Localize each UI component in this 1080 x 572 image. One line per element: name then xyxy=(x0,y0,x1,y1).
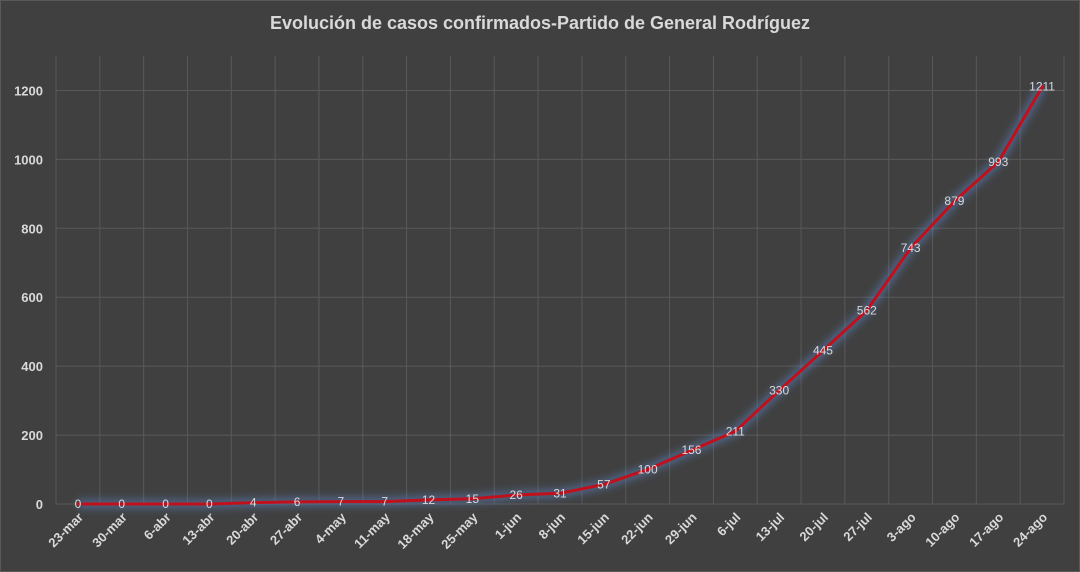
series-glow xyxy=(77,84,1046,509)
x-tick-label: 22-jun xyxy=(618,509,656,547)
x-tick-label: 8-jun xyxy=(536,509,569,542)
x-tick-label: 30-mar xyxy=(89,510,130,551)
data-label: 4 xyxy=(250,496,257,510)
data-label: 445 xyxy=(813,344,833,358)
data-label: 211 xyxy=(726,424,745,438)
x-tick-label: 27-jul xyxy=(840,510,875,545)
x-tick-label: 18-may xyxy=(394,509,437,552)
y-tick-label: 1000 xyxy=(14,152,43,167)
data-label: 0 xyxy=(118,497,125,511)
x-tick-label: 27-abr xyxy=(267,510,305,548)
data-label: 7 xyxy=(338,495,345,509)
x-tick-label: 13-abr xyxy=(179,510,217,548)
x-tick-label: 29-jun xyxy=(662,509,700,547)
chart-title: Evolución de casos confirmados-Partido d… xyxy=(269,13,811,33)
data-point xyxy=(339,500,343,504)
data-label: 26 xyxy=(509,488,523,502)
y-tick-label: 1200 xyxy=(14,83,43,98)
data-point xyxy=(470,497,474,501)
data-point xyxy=(295,500,299,504)
data-label: 57 xyxy=(597,477,611,491)
x-tick-label: 6-jul xyxy=(714,510,744,540)
data-point xyxy=(558,491,562,495)
y-tick-label: 800 xyxy=(21,221,43,236)
data-point xyxy=(777,388,781,392)
data-label: 100 xyxy=(638,463,658,477)
y-tick-label: 600 xyxy=(21,290,43,305)
x-tick-label: 11-may xyxy=(351,509,393,551)
data-label: 7 xyxy=(381,495,388,509)
data-label: 0 xyxy=(75,497,82,511)
data-point xyxy=(996,160,1000,164)
data-label: 156 xyxy=(681,443,701,457)
x-tick-label: 4-may xyxy=(312,509,350,547)
y-tick-label: 0 xyxy=(36,497,43,512)
x-tick-label: 25-may xyxy=(438,509,481,552)
data-point xyxy=(602,482,606,486)
x-tick-label: 24-ago xyxy=(1010,509,1050,549)
data-point xyxy=(207,502,211,506)
data-label: 6 xyxy=(294,495,301,509)
series-line xyxy=(76,85,1044,506)
data-point xyxy=(514,493,518,497)
data-point xyxy=(646,468,650,472)
data-label: 0 xyxy=(206,497,213,511)
data-label: 15 xyxy=(466,492,480,506)
x-tick-label: 10-ago xyxy=(922,509,962,549)
data-label: 1211 xyxy=(1029,80,1055,94)
x-tick-label: 15-jun xyxy=(574,509,612,547)
data-label: 743 xyxy=(901,241,921,255)
y-tick-label: 200 xyxy=(21,428,43,443)
data-label: 993 xyxy=(988,155,1008,169)
data-point xyxy=(383,500,387,504)
data-label: 12 xyxy=(422,493,436,507)
x-tick-label: 6-abr xyxy=(141,510,174,543)
data-label: 31 xyxy=(553,486,567,500)
x-tick-label: 17-ago xyxy=(966,509,1006,549)
data-point xyxy=(164,502,168,506)
data-label: 330 xyxy=(769,383,789,397)
data-label: 562 xyxy=(857,303,877,317)
x-tick-label: 20-abr xyxy=(223,510,261,548)
data-point xyxy=(120,502,124,506)
x-tick-label: 3-ago xyxy=(884,509,919,544)
data-label: 0 xyxy=(162,497,169,511)
x-tick-label: 1-jun xyxy=(492,509,525,542)
data-point xyxy=(427,498,431,502)
x-tick-label: 23-mar xyxy=(45,510,86,551)
data-point xyxy=(952,199,956,203)
data-label: 879 xyxy=(944,194,964,208)
data-point xyxy=(76,502,80,506)
data-point xyxy=(1040,85,1044,89)
y-tick-label: 400 xyxy=(21,359,43,374)
data-point xyxy=(689,448,693,452)
x-tick-label: 20-jul xyxy=(796,510,831,545)
data-point xyxy=(251,501,255,505)
data-point xyxy=(821,349,825,353)
data-point xyxy=(909,246,913,250)
x-tick-label: 13-jul xyxy=(753,510,788,545)
data-point xyxy=(865,308,869,312)
data-point xyxy=(733,429,737,433)
